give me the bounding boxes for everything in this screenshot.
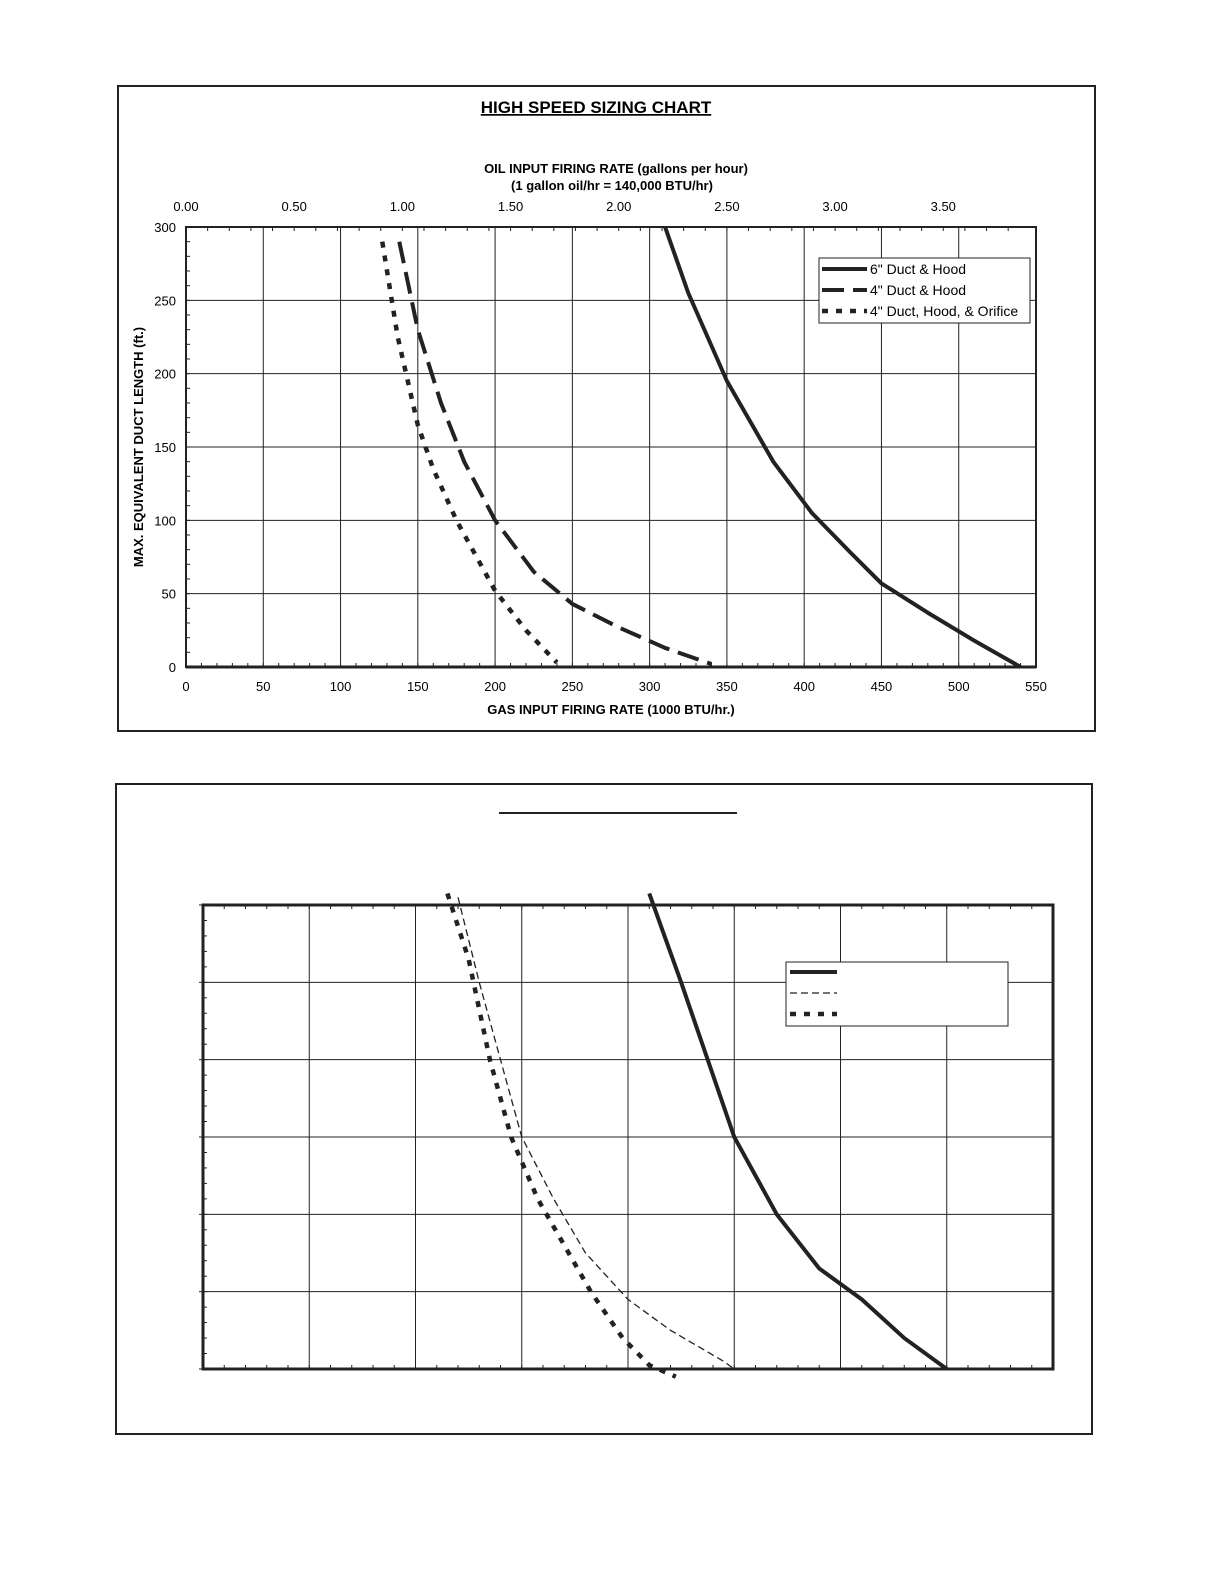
x-tick-label: 200 [484,679,506,694]
x-axis-title: GAS INPUT FIRING RATE (1000 BTU/hr.) [487,702,735,717]
x-tick-label: 150 [407,679,429,694]
x-tick-label: 100 [330,679,352,694]
top-tick-label: 1.00 [390,199,415,214]
y-tick-label: 300 [154,220,176,235]
chart-title: HIGH SPEED SIZING CHART [481,98,712,117]
top-tick-label: 0.50 [282,199,307,214]
x-tick-label: 400 [793,679,815,694]
x-tick-label: 500 [948,679,970,694]
top-tick-label: 3.50 [931,199,956,214]
y-tick-label: 200 [154,367,176,382]
y-tick-label: 150 [154,440,176,455]
series-line-2 [397,241,713,666]
legend-label-1: 6" Duct & Hood [870,261,966,277]
y-axis-title: MAX. EQUIVALENT DUCT LENGTH (ft.) [131,327,146,567]
top-tick-label: 2.50 [714,199,739,214]
series-line-2 [457,897,735,1370]
x-tick-label: 350 [716,679,738,694]
series-line-3 [380,241,559,665]
legend-label-3: 4" Duct, Hood, & Orifice [870,303,1018,319]
series-line-1 [647,892,948,1371]
y-tick-label: 50 [162,587,176,602]
x-tick-label: 550 [1025,679,1047,694]
top-tick-label: 1.50 [498,199,523,214]
sizing-chart-panel: HIGH SPEED SIZING CHART OIL INPUT FIRING … [117,85,1096,732]
series-line-1 [663,226,1022,669]
top-axis-title-line2: (1 gallon oil/hr = 140,000 BTU/hr) [511,178,713,193]
y-tick-label: 0 [169,660,176,675]
x-tick-label: 250 [562,679,584,694]
plot-frame [201,903,1055,1371]
top-tick-label: 3.00 [822,199,847,214]
series-line-3 [445,892,677,1379]
x-tick-label: 50 [256,679,270,694]
x-tick-label: 0 [182,679,189,694]
x-tick-label: 300 [639,679,661,694]
sizing-chart: HIGH SPEED SIZING CHART OIL INPUT FIRING … [131,98,1047,717]
x-tick-label: 450 [871,679,893,694]
y-tick-label: 100 [154,513,176,528]
second-chart [199,812,1055,1379]
legend-label-2: 4" Duct & Hood [870,282,966,298]
top-axis-title-line1: OIL INPUT FIRING RATE (gallons per hour) [484,161,748,176]
second-chart-panel [115,783,1093,1435]
top-tick-label: 0.00 [173,199,198,214]
y-tick-label: 250 [154,293,176,308]
top-tick-label: 2.00 [606,199,631,214]
